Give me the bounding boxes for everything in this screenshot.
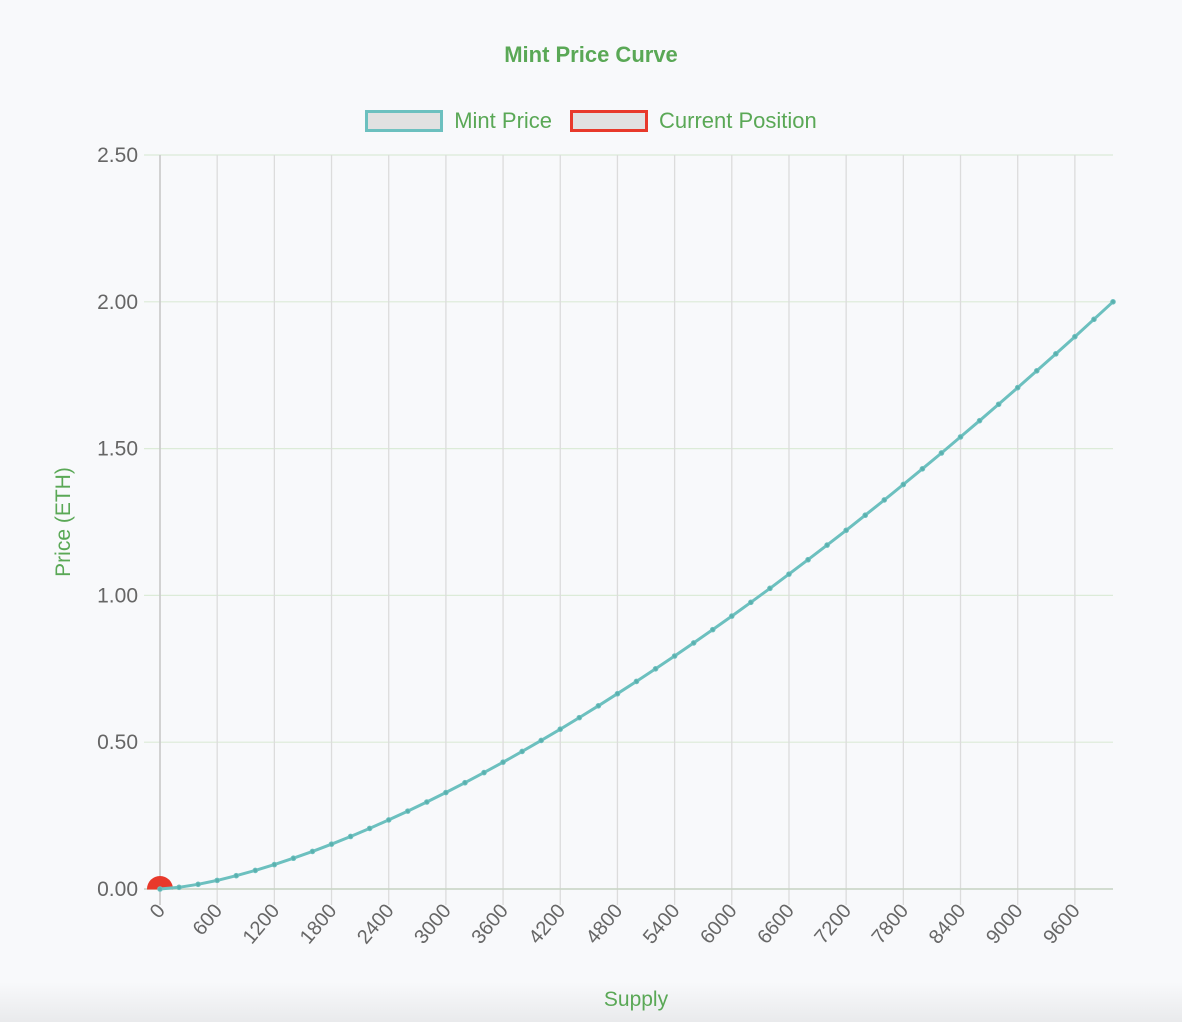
- mint-price-point[interactable]: [786, 571, 792, 577]
- x-axis-title: Supply: [604, 988, 669, 1011]
- mint-price-point[interactable]: [671, 653, 678, 659]
- mint-price-point[interactable]: [500, 759, 506, 765]
- x-tick-label: 2400: [353, 900, 398, 948]
- mint-price-point[interactable]: [614, 690, 621, 697]
- mint-price-point[interactable]: [404, 808, 411, 814]
- axes: [144, 155, 1113, 905]
- mint-price-point[interactable]: [290, 855, 297, 862]
- x-tick-label: 6000: [696, 900, 741, 948]
- page-bottom-shade: [0, 982, 1182, 1022]
- legend-swatch-current-position: [570, 110, 649, 132]
- mint-price-point[interactable]: [767, 585, 773, 592]
- y-axis-ticks: 0.00 0.50 1.00 1.50 2.00 2.50: [97, 144, 138, 901]
- grid-lines: [144, 154, 1113, 905]
- mint-price-point[interactable]: [481, 769, 487, 776]
- mint-price-point[interactable]: [576, 714, 583, 721]
- mint-price-point[interactable]: [214, 877, 220, 884]
- mint-price-point[interactable]: [595, 702, 602, 709]
- mint-price-point[interactable]: [709, 626, 716, 633]
- mint-price-point[interactable]: [557, 726, 564, 732]
- mint-price-point[interactable]: [424, 799, 430, 805]
- y-tick-label: 0.00: [97, 878, 138, 901]
- mint-price-point[interactable]: [252, 867, 259, 874]
- y-tick-label: 2.00: [97, 291, 138, 314]
- legend-item-mint-price[interactable]: Mint Price: [365, 108, 552, 134]
- mint-price-point[interactable]: [862, 512, 869, 519]
- chart-title: Mint Price Curve: [504, 42, 678, 67]
- y-tick-label: 1.50: [97, 438, 138, 461]
- mint-price-point[interactable]: [347, 833, 354, 840]
- x-tick-label: 9000: [982, 900, 1027, 948]
- y-tick-label: 2.50: [97, 144, 138, 167]
- x-tick-label: 600: [189, 900, 227, 940]
- mint-price-point[interactable]: [462, 779, 468, 786]
- legend-item-current-position[interactable]: Current Position: [570, 108, 817, 134]
- mint-price-point[interactable]: [385, 817, 392, 823]
- mint-price-point[interactable]: [1033, 368, 1040, 374]
- current-position-marker[interactable]: [147, 876, 173, 902]
- mint-price-point[interactable]: [328, 841, 335, 847]
- x-tick-label: 4200: [525, 900, 570, 948]
- x-tick-label: 9600: [1039, 900, 1084, 948]
- mint-price-point[interactable]: [843, 527, 849, 534]
- mint-price-point[interactable]: [900, 481, 907, 488]
- x-tick-label: 4800: [582, 900, 627, 948]
- mint-price-point[interactable]: [824, 542, 830, 548]
- legend-swatch-mint-price: [365, 110, 444, 132]
- mint-price-point[interactable]: [538, 737, 545, 744]
- legend-label-current-position: Current Position: [659, 108, 817, 133]
- mint-price-point[interactable]: [519, 748, 525, 755]
- mint-price-point[interactable]: [366, 825, 373, 832]
- mint-price-point[interactable]: [1110, 299, 1116, 305]
- mint-price-point[interactable]: [157, 886, 163, 892]
- mint-price-point[interactable]: [805, 556, 811, 563]
- mint-price-point[interactable]: [1091, 316, 1097, 323]
- mint-price-point[interactable]: [633, 678, 640, 685]
- x-tick-label: 3000: [410, 900, 455, 948]
- mint-price-point[interactable]: [1072, 333, 1078, 340]
- x-tick-label: 7200: [811, 900, 856, 948]
- mint-price-point[interactable]: [1053, 351, 1059, 357]
- x-tick-label: 8400: [925, 900, 970, 948]
- mint-price-point[interactable]: [176, 884, 182, 891]
- mint-price-point[interactable]: [729, 613, 735, 619]
- mint-price-point[interactable]: [976, 417, 983, 424]
- mint-price-point[interactable]: [309, 848, 316, 855]
- x-tick-label: 6600: [753, 900, 798, 948]
- mint-price-point[interactable]: [938, 450, 945, 456]
- mint-price-point[interactable]: [881, 497, 888, 503]
- mint-price-point[interactable]: [233, 872, 240, 879]
- mint-price-point[interactable]: [957, 434, 964, 440]
- legend-label-mint-price: Mint Price: [454, 108, 553, 133]
- x-tick-label: 5400: [639, 900, 684, 948]
- x-tick-label: 3600: [467, 900, 512, 948]
- x-tick-label: 1200: [239, 900, 284, 948]
- mint-price-point[interactable]: [995, 401, 1002, 408]
- mint-price-point[interactable]: [195, 881, 201, 888]
- mint-price-point[interactable]: [1014, 384, 1021, 391]
- mint-price-point[interactable]: [443, 789, 449, 796]
- mint-price-point[interactable]: [652, 666, 659, 672]
- chart-legend: Mint Price Current Position: [0, 108, 1182, 134]
- y-tick-label: 0.50: [97, 731, 138, 754]
- y-axis-title: Price (ETH): [52, 467, 75, 577]
- mint-price-point[interactable]: [271, 861, 278, 868]
- data-series: [147, 299, 1116, 902]
- x-tick-label: 7800: [868, 900, 913, 948]
- x-axis-ticks: 0 600 1200 1800 2400 3000 3600 4200 4800 5400 6000…: [146, 900, 1085, 948]
- mint-price-point[interactable]: [690, 640, 697, 646]
- x-tick-label: 1800: [296, 900, 341, 948]
- mint-price-point[interactable]: [748, 599, 754, 606]
- x-tick-label: 0: [146, 900, 170, 923]
- y-tick-label: 1.00: [97, 584, 138, 607]
- mint-price-point[interactable]: [919, 466, 926, 472]
